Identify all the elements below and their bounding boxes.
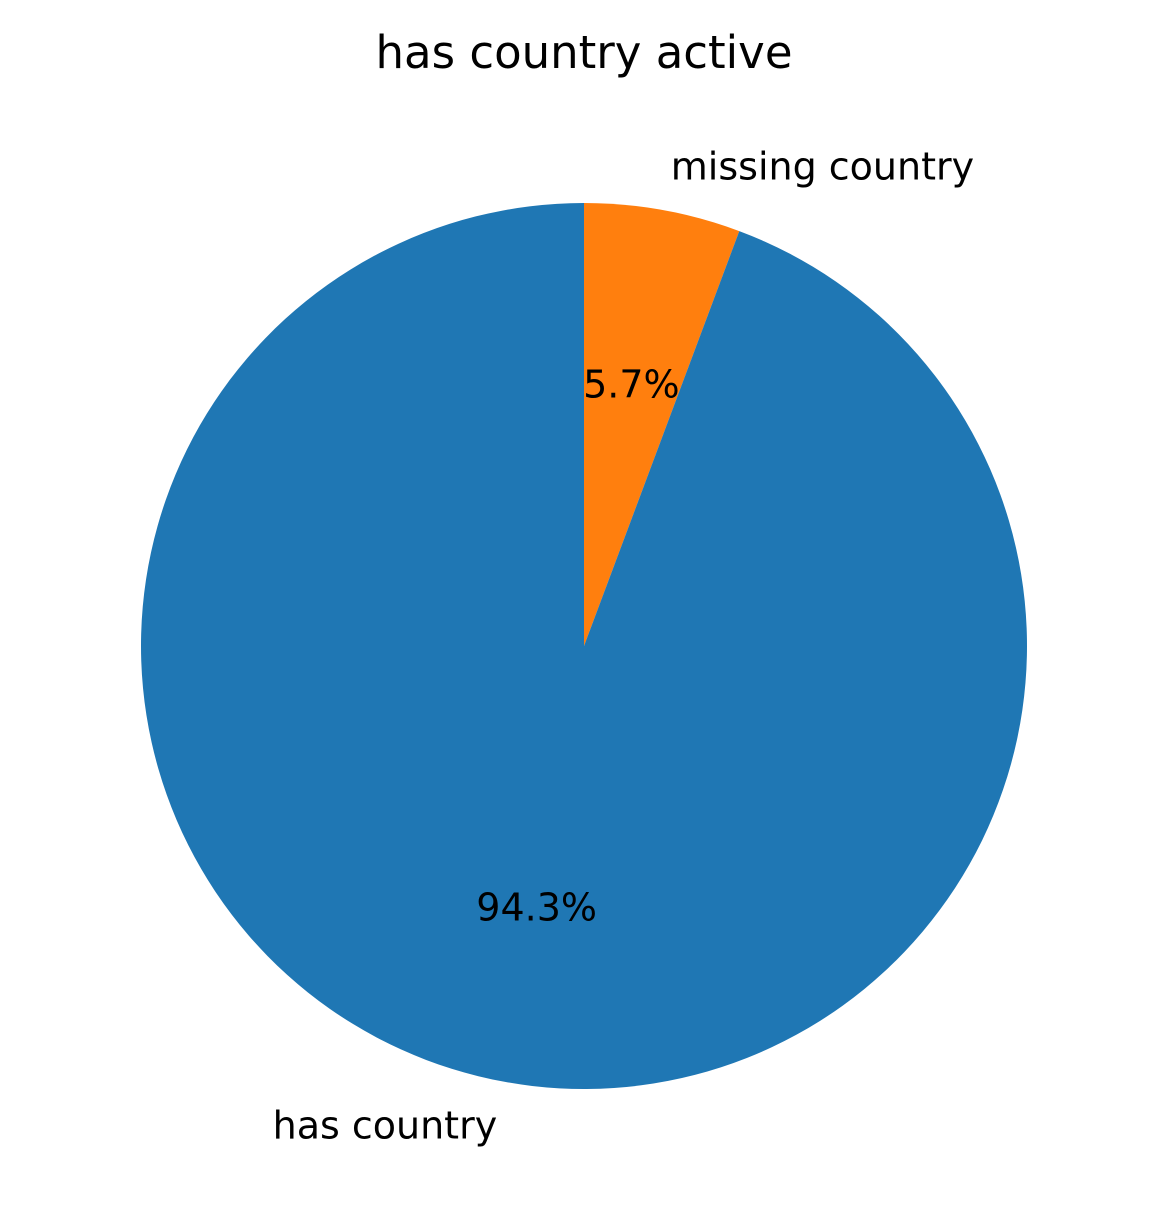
pie-slice-missing-country xyxy=(584,203,740,646)
pie-slice-has-country xyxy=(140,203,1028,1089)
slice-percent-missing-country: 5.7% xyxy=(583,362,680,406)
slice-label-missing-country: missing country xyxy=(671,144,974,188)
chart-title: has country active xyxy=(375,26,792,79)
pie-slices xyxy=(140,203,1028,1089)
slice-percent-has-country: 94.3% xyxy=(476,886,597,930)
pie-labels: missing country 5.7% has country 94.3% xyxy=(273,144,975,1147)
slice-label-has-country: has country xyxy=(273,1104,498,1148)
